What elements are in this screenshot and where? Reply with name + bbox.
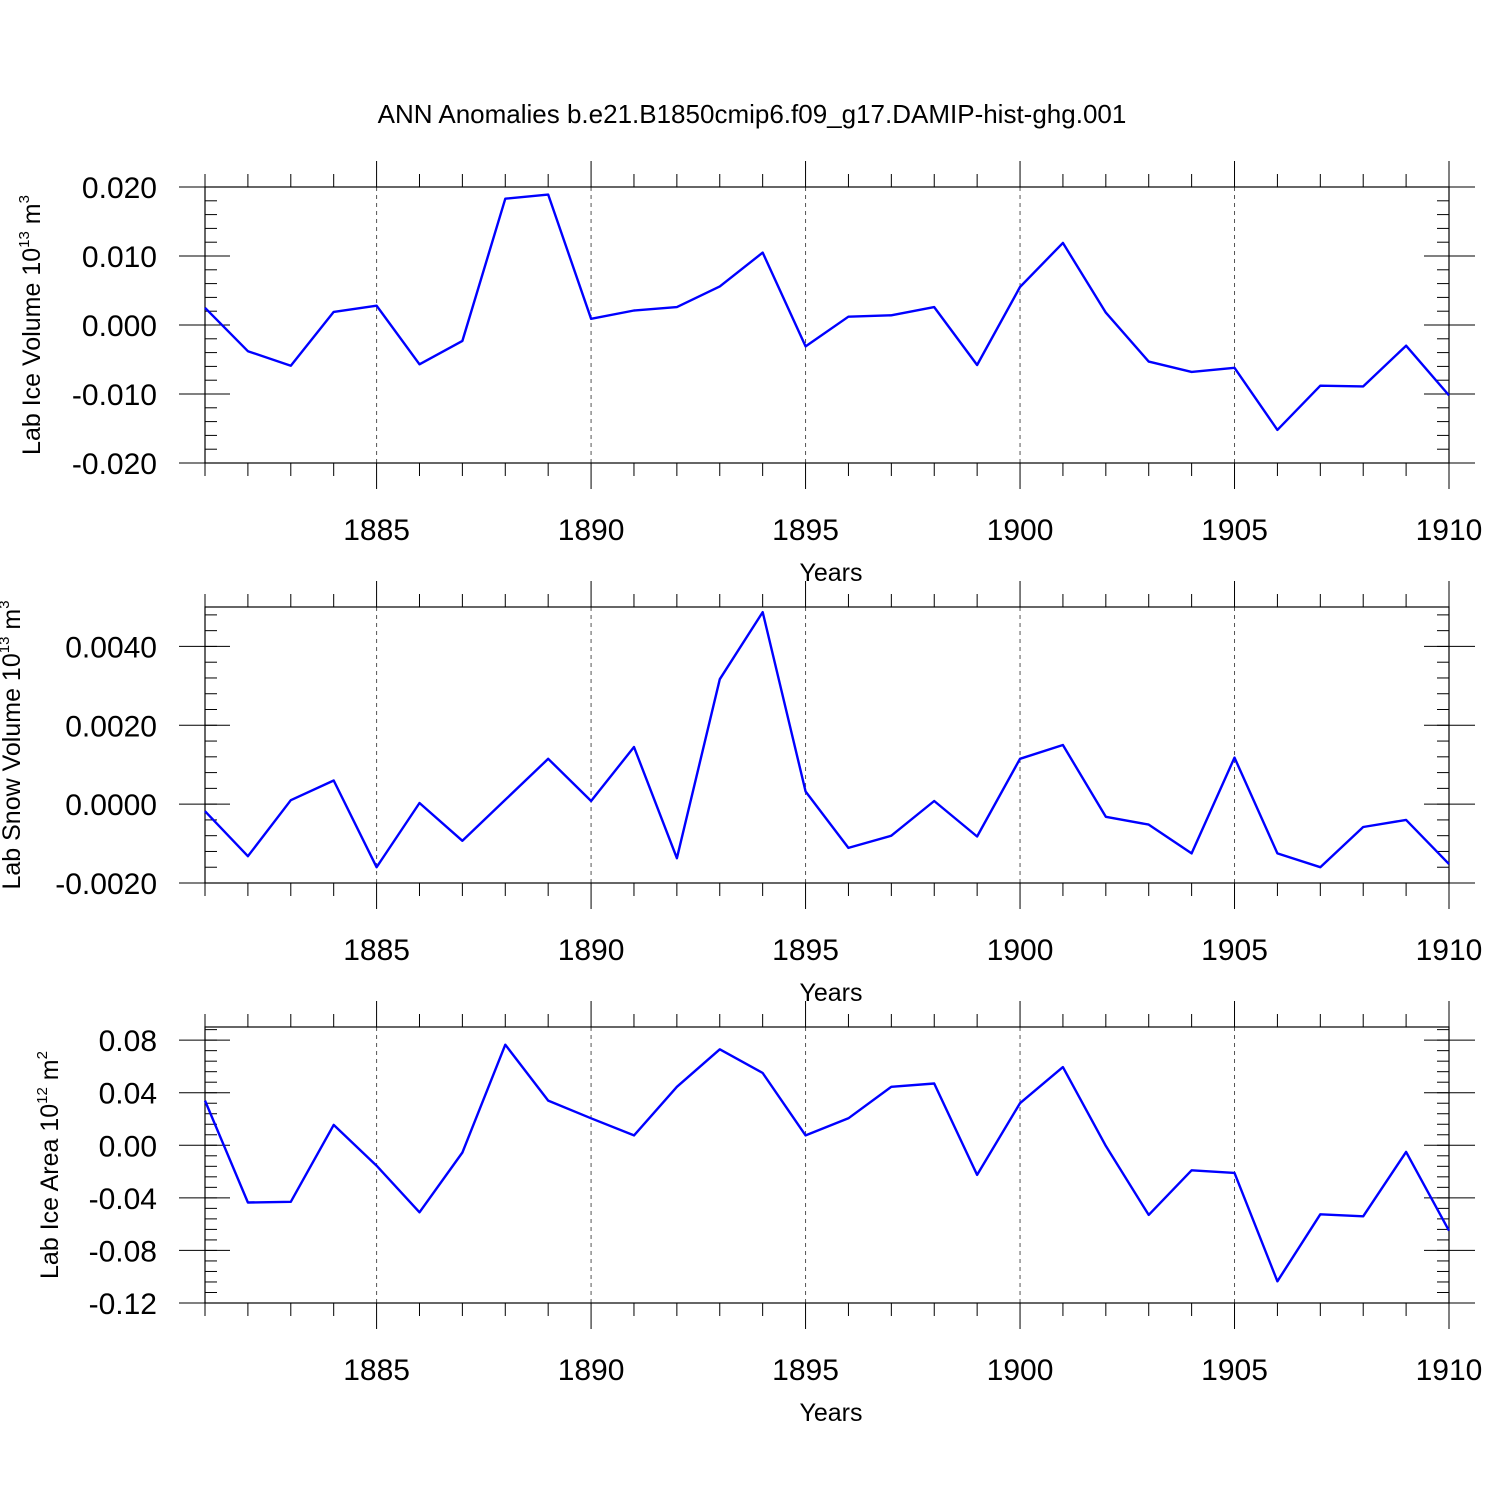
y-tick-label: 0.00: [99, 1130, 157, 1163]
y-tick-label: 0.010: [82, 241, 157, 274]
x-tick-label: 1890: [558, 934, 625, 967]
series-line: [203, 1043, 1451, 1283]
x-tick-label: 1905: [1201, 514, 1268, 547]
x-tick-label: 1890: [558, 514, 625, 547]
y-tick-label: -0.04: [89, 1183, 157, 1216]
x-tick-label: 1885: [343, 1354, 410, 1387]
y-axis-label-part: Lab Snow Volume 10: [0, 653, 26, 889]
y-axis-label: Lab Ice Area 1012 m2: [34, 1051, 64, 1279]
y-axis-label-superscript: 2: [34, 1051, 51, 1059]
x-tick-label: 1910: [1416, 1354, 1483, 1387]
y-tick-label: 0.000: [82, 310, 157, 343]
y-tick-label: 0.0020: [65, 710, 157, 743]
y-axis-label-superscript: 13: [16, 231, 33, 248]
y-axis-label-part: m: [0, 609, 26, 637]
y-tick-label: 0.0000: [65, 789, 157, 822]
chart-title: ANN Anomalies b.e21.B1850cmip6.f09_g17.D…: [378, 99, 1127, 129]
series-line: [204, 610, 1450, 869]
x-tick-label: 1905: [1201, 1354, 1268, 1387]
x-tick-label: 1910: [1416, 934, 1483, 967]
y-axis-label-superscript: 3: [0, 600, 13, 608]
x-tick-label: 1905: [1201, 934, 1268, 967]
panels: -0.020 -0.010 0.000 0.010 0.020 1885 1890 1895 1…: [0, 161, 1482, 1427]
y-axis-label-superscript: 3: [16, 195, 33, 203]
x-axis-label: Years: [799, 559, 862, 587]
y-tick-label: 0.08: [99, 1025, 157, 1058]
x-tick-label: 1885: [343, 514, 410, 547]
plot-frame: [204, 606, 1450, 884]
x-tick-label: 1910: [1416, 514, 1483, 547]
x-tick-label: 1900: [987, 514, 1054, 547]
panel-1: -0.020 -0.010 0.000 0.010 0.020 1885 1890 1895 1…: [16, 161, 1482, 587]
x-tick-label: 1890: [558, 1354, 625, 1387]
x-tick-label: 1895: [772, 514, 839, 547]
y-axis-label-part: m: [18, 203, 46, 231]
y-tick-label: -0.12: [89, 1288, 157, 1321]
y-axis-label-part: Lab Ice Volume 10: [18, 248, 46, 455]
y-tick-label: 0.0040: [65, 631, 157, 664]
x-tick-label: 1895: [772, 1354, 839, 1387]
y-tick-label: -0.010: [72, 379, 157, 412]
panel-3: -0.12 -0.08 -0.04 0.00 0.04 0.08 1885 1890 1895 1…: [34, 1001, 1482, 1427]
plot-frame: [204, 1026, 1450, 1304]
x-tick-label: 1900: [987, 934, 1054, 967]
y-axis-label-superscript: 12: [34, 1087, 51, 1104]
y-tick-label: 0.04: [99, 1078, 157, 1111]
x-tick-label: 1895: [772, 934, 839, 967]
y-axis-label-part: Lab Ice Area 10: [36, 1104, 64, 1279]
y-axis-label-superscript: 13: [0, 637, 13, 654]
series-line: [204, 193, 1450, 432]
y-tick-label: -0.08: [89, 1235, 157, 1268]
panel-2: -0.0020 0.0000 0.0020 0.0040 1885 1890 1895 190…: [0, 581, 1482, 1007]
y-tick-label: -0.0020: [55, 868, 157, 901]
y-axis-label: Lab Ice Volume 1013 m3: [16, 195, 46, 455]
y-axis-label-part: m: [36, 1059, 64, 1087]
x-tick-label: 1900: [987, 1354, 1054, 1387]
x-axis-label: Years: [799, 979, 862, 1007]
y-tick-label: 0.020: [82, 172, 157, 205]
x-axis-label: Years: [799, 1399, 862, 1427]
y-axis-label: Lab Snow Volume 1013 m3: [0, 600, 26, 889]
x-tick-label: 1885: [343, 934, 410, 967]
y-tick-label: -0.020: [72, 448, 157, 481]
